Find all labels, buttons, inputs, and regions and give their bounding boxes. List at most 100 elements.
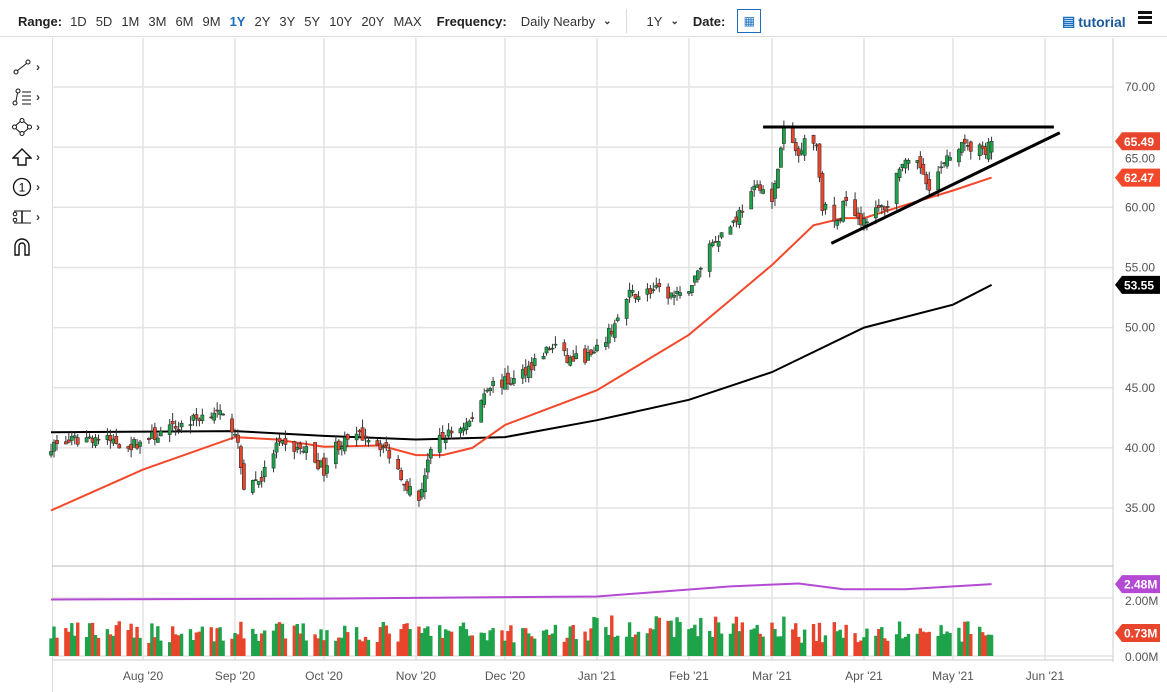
volume-bar <box>319 629 323 656</box>
trendline[interactable] <box>830 131 1061 245</box>
range-2y[interactable]: 2Y <box>254 13 271 29</box>
chevron-right-icon: › <box>36 120 40 134</box>
range-20y[interactable]: 20Y <box>361 13 385 29</box>
volume-bar <box>980 632 985 656</box>
price-tick-label: 65.00 <box>1125 151 1155 165</box>
frequency-select[interactable]: Daily Nearby ⌄ <box>521 14 612 29</box>
candle-body <box>936 171 941 191</box>
volume-bar <box>918 628 923 656</box>
candle-body <box>835 220 840 226</box>
measure-tool-button[interactable]: › <box>12 206 46 228</box>
candle-body <box>731 220 736 223</box>
volume-bar <box>337 637 341 656</box>
volume-bar <box>737 631 742 656</box>
volume-bar <box>823 635 828 656</box>
range-max[interactable]: MAX <box>393 13 422 29</box>
volume-bar <box>894 634 899 656</box>
volume-bar <box>859 640 863 656</box>
volume-bar <box>251 628 255 656</box>
hamburger-menu-icon[interactable] <box>1138 11 1152 26</box>
volume-bar <box>613 636 617 656</box>
volume-bar <box>817 622 822 656</box>
tutorial-link[interactable]: ▤ tutorial <box>1062 13 1126 30</box>
range-3y[interactable]: 3Y <box>279 13 296 29</box>
drawing-toolbar: › › › › 1 › › <box>0 38 53 692</box>
candle-body <box>595 344 599 352</box>
range-5d[interactable]: 5D <box>95 13 113 29</box>
volume-bar <box>565 637 569 656</box>
volume-bar <box>776 636 780 656</box>
volume-bar <box>464 629 469 656</box>
volume-bar <box>731 623 736 656</box>
volume-bar <box>693 624 697 656</box>
volume-bar <box>844 624 848 656</box>
price-tick-label: 55.00 <box>1125 260 1155 274</box>
volume-bar <box>262 630 267 656</box>
volume-bar <box>758 633 762 656</box>
volume-bar <box>862 637 866 656</box>
volume-bar <box>150 623 154 656</box>
candle-body <box>467 420 472 427</box>
candle-body <box>72 435 77 438</box>
volume-bar <box>883 638 887 656</box>
volume-bar <box>966 621 970 656</box>
candle-body <box>903 159 908 169</box>
volume-bar <box>417 626 421 656</box>
arrow-tool-button[interactable]: › <box>12 146 46 168</box>
candle-body <box>259 477 264 482</box>
chevron-down-icon: ⌄ <box>670 15 679 27</box>
volume-bar <box>699 617 703 656</box>
volume-bar <box>399 629 403 656</box>
last-volume-badge <box>1115 624 1160 642</box>
candle-body <box>325 465 329 474</box>
volume-bar <box>942 634 946 656</box>
price-tick-label: 40.00 <box>1125 441 1155 455</box>
volume-bar <box>375 641 380 656</box>
volume-bar <box>509 625 513 656</box>
volume-bar <box>794 623 798 656</box>
volume-bar <box>832 622 837 656</box>
volume-bar <box>734 616 739 656</box>
candle-body <box>844 196 849 201</box>
shape-tool-button[interactable]: › <box>12 116 46 138</box>
candle-body <box>108 435 113 442</box>
candle-body <box>820 173 825 211</box>
volume-bar <box>541 630 546 656</box>
candle-body <box>75 437 80 445</box>
volume-bar <box>221 640 225 656</box>
candle-body <box>823 203 828 210</box>
range-1d[interactable]: 1D <box>70 13 87 29</box>
volume-bar <box>583 631 587 656</box>
candle-body <box>64 441 68 445</box>
candle-body <box>752 185 757 191</box>
volume-bar <box>752 628 756 656</box>
chevron-right-icon: › <box>36 90 40 104</box>
calendar-icon[interactable]: ▦ <box>737 9 762 33</box>
volume-bar <box>176 635 181 656</box>
magnet-tool-button[interactable] <box>12 236 46 258</box>
volume-bar <box>773 629 777 656</box>
volume-bar <box>197 631 202 656</box>
range-5y[interactable]: 5Y <box>304 13 321 29</box>
range-1y[interactable]: 1Y <box>229 13 246 29</box>
candle-body <box>939 166 943 169</box>
annotation-tool-button[interactable]: 1 › <box>12 176 46 198</box>
range-9m[interactable]: 9M <box>202 13 221 29</box>
fibonacci-tool-button[interactable]: › <box>12 86 46 108</box>
volume-bar <box>479 632 483 656</box>
range-3m[interactable]: 3M <box>148 13 167 29</box>
price-tick-label: 50.00 <box>1125 321 1155 335</box>
period-select[interactable]: 1Y ⌄ <box>647 14 679 29</box>
volume-bar <box>927 631 931 656</box>
candle-body <box>541 356 546 360</box>
volume-bar <box>856 642 860 656</box>
range-6m[interactable]: 6M <box>175 13 194 29</box>
line-tool-button[interactable]: › <box>12 56 46 78</box>
candle-body <box>262 466 267 477</box>
range-1m[interactable]: 1M <box>121 13 140 29</box>
volume-average-line <box>50 582 992 601</box>
range-10y[interactable]: 10Y <box>329 13 353 29</box>
volume-bar <box>627 622 632 656</box>
volume-bar <box>340 637 344 656</box>
